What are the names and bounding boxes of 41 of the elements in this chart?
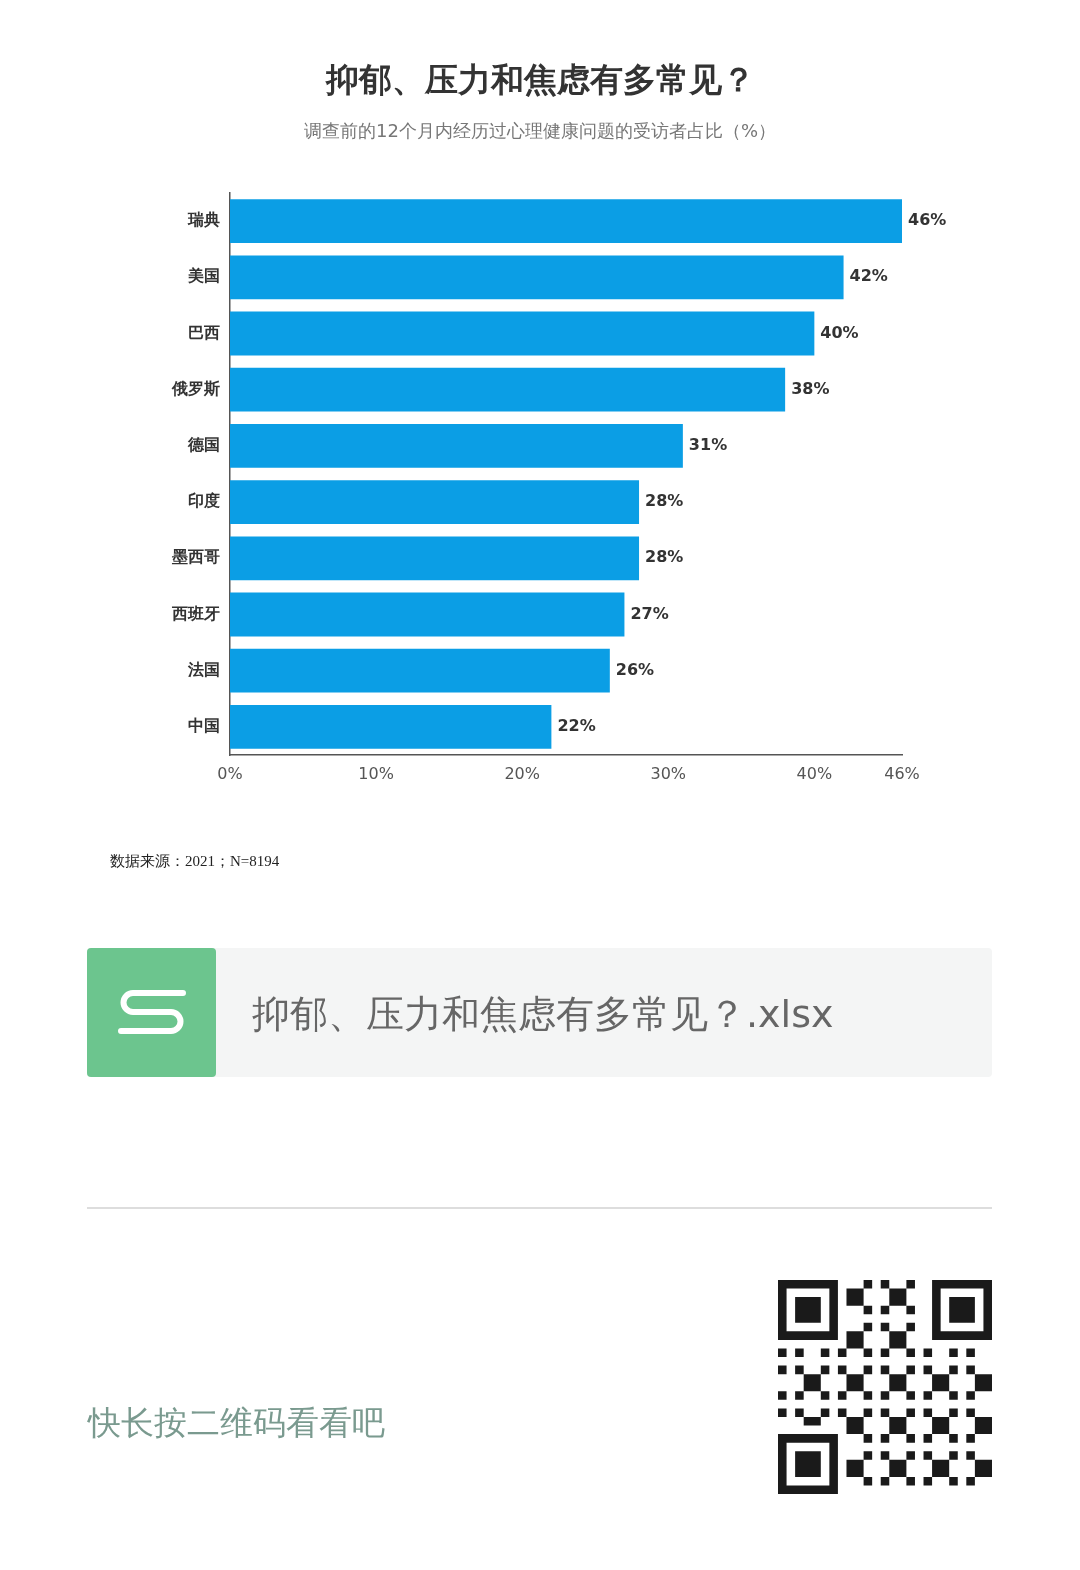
y-tick-label: 美国	[187, 266, 220, 286]
data-label: 42%	[849, 266, 888, 286]
bar	[230, 311, 815, 356]
x-tick-label: 0%	[217, 763, 243, 783]
data-label: 28%	[645, 547, 684, 567]
bar	[230, 199, 902, 244]
data-label: 40%	[820, 322, 859, 342]
x-tick-label: 40%	[796, 763, 833, 783]
data-label: 22%	[557, 716, 596, 736]
y-tick-label: 德国	[187, 435, 220, 455]
text: 抑郁、压力和焦虑有多常见？.xlsx	[252, 991, 834, 1038]
bar	[230, 592, 625, 637]
x-tick-label: 30%	[650, 763, 687, 783]
bar	[230, 704, 552, 749]
bar	[230, 536, 640, 581]
y-tick-label: 法国	[187, 659, 220, 679]
data-label: 31%	[688, 435, 728, 455]
bar	[230, 648, 610, 693]
data-label: 46%	[908, 210, 947, 230]
data-label: 27%	[630, 603, 669, 623]
x-tick-label: 10%	[358, 763, 394, 783]
data-label: 28%	[645, 491, 684, 511]
bar	[230, 367, 786, 412]
x-tick-label: 20%	[504, 763, 540, 783]
y-tick-label: 西班牙	[171, 603, 220, 623]
bar	[230, 423, 683, 468]
y-tick-label: 瑞典	[187, 210, 220, 230]
y-tick-label: 墨西哥	[171, 547, 220, 567]
data-label: 38%	[791, 378, 830, 398]
chart-subtitle: 调查前的12个月内经历过心理健康问题的受访者占比（%）	[303, 120, 777, 142]
chart-title: 抑郁、压力和焦虑有多常见？	[324, 60, 756, 100]
y-tick-label: 中国	[188, 716, 220, 736]
y-tick-label: 印度	[188, 491, 220, 511]
source-note: 数据来源：2021；N=8194	[110, 852, 280, 871]
y-tick-label: 巴西	[188, 322, 220, 342]
bar	[230, 480, 640, 525]
text: 快长按二维码看看吧	[88, 1402, 385, 1444]
y-tick-label: 俄罗斯	[171, 378, 220, 398]
bar	[230, 255, 844, 300]
x-tick-label: 46%	[884, 763, 920, 783]
data-label: 26%	[615, 659, 655, 679]
